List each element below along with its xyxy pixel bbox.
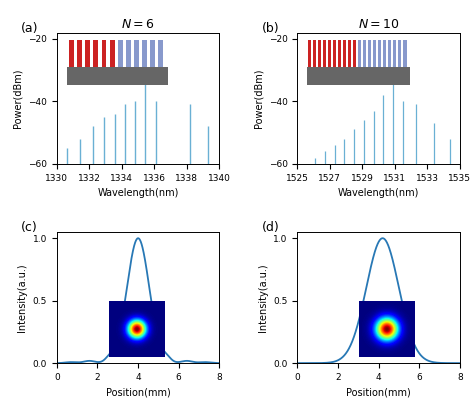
X-axis label: Wavelength(nm): Wavelength(nm) — [98, 188, 179, 198]
Text: (a): (a) — [21, 22, 39, 35]
Y-axis label: Intensity(a.u.): Intensity(a.u.) — [17, 263, 27, 332]
Text: (d): (d) — [262, 222, 279, 235]
Y-axis label: Power(dBm): Power(dBm) — [13, 69, 23, 128]
Title: $N = 10$: $N = 10$ — [358, 18, 400, 31]
Y-axis label: Power(dBm): Power(dBm) — [253, 69, 263, 128]
Title: $N = 6$: $N = 6$ — [121, 18, 155, 31]
Text: (b): (b) — [262, 22, 279, 35]
X-axis label: Wavelength(nm): Wavelength(nm) — [338, 188, 419, 198]
Text: (c): (c) — [21, 222, 38, 235]
Y-axis label: Intensity(a.u.): Intensity(a.u.) — [258, 263, 268, 332]
X-axis label: Position(mm): Position(mm) — [106, 388, 171, 397]
X-axis label: Position(mm): Position(mm) — [346, 388, 411, 397]
